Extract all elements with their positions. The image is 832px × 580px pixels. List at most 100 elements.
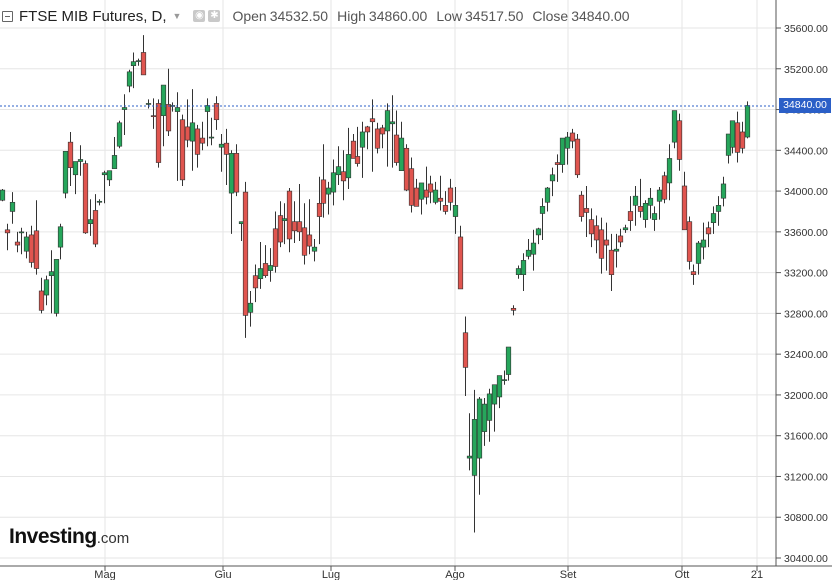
candle-body — [354, 156, 361, 164]
y-tick-label: 35600.00 — [784, 23, 828, 35]
candle-body — [262, 263, 269, 276]
candle — [57, 223, 64, 260]
candle — [262, 245, 269, 278]
candle — [447, 178, 454, 211]
candle — [121, 94, 128, 136]
candle-body — [340, 171, 347, 182]
candle — [53, 259, 60, 317]
candle-body — [140, 52, 147, 76]
candle-body — [549, 174, 556, 182]
high-label: High — [337, 8, 366, 24]
candle-body — [0, 189, 6, 201]
candle-body — [427, 183, 434, 193]
candle — [194, 124, 201, 168]
candle-body — [179, 119, 186, 181]
candle — [613, 233, 620, 268]
candle — [627, 196, 634, 231]
candle-body — [720, 183, 727, 199]
candle — [651, 206, 658, 231]
collapse-icon[interactable] — [2, 10, 13, 22]
candle — [82, 160, 89, 234]
candle — [710, 206, 717, 234]
candle-body — [359, 131, 366, 148]
candle-body — [57, 226, 64, 248]
candle — [116, 120, 123, 149]
candle-body — [676, 120, 683, 160]
candle-body — [277, 215, 284, 243]
candle — [744, 101, 751, 139]
candle-body — [218, 143, 225, 148]
candle — [588, 208, 595, 248]
candle — [486, 388, 493, 442]
candle — [423, 166, 430, 205]
y-tick-label: 33600.00 — [784, 227, 828, 239]
candle — [671, 110, 678, 149]
candle — [208, 117, 215, 146]
candle-body — [14, 241, 21, 246]
candle-body — [744, 105, 751, 138]
candle — [354, 126, 361, 167]
candle-body — [457, 236, 464, 290]
candle-body — [486, 393, 493, 421]
candle — [408, 157, 415, 213]
candle — [350, 134, 357, 159]
y-tick-label: 31600.00 — [784, 431, 828, 443]
candle-body — [330, 172, 337, 193]
candle-body — [398, 137, 405, 171]
candle — [204, 98, 211, 147]
candle — [228, 150, 235, 234]
candle — [9, 192, 16, 224]
candle-body — [301, 227, 308, 256]
candle — [432, 181, 439, 205]
candle-body — [184, 126, 191, 141]
candle-body — [296, 221, 303, 233]
candle — [578, 191, 585, 222]
candle-body — [189, 122, 196, 142]
candle — [257, 242, 264, 289]
candle-body — [233, 153, 240, 193]
candle — [189, 89, 196, 171]
candle-body — [739, 131, 746, 149]
candle — [247, 290, 254, 327]
candle-body — [510, 307, 517, 311]
logo-main: Investing — [9, 525, 97, 548]
candle-body — [403, 147, 410, 191]
candle-body — [43, 279, 50, 296]
candle-body — [62, 151, 69, 194]
candle — [535, 227, 542, 245]
candle — [242, 181, 249, 338]
candle-body — [101, 172, 108, 176]
candle — [496, 375, 503, 409]
candle-body — [544, 187, 551, 203]
candle-body — [160, 84, 167, 116]
investing-logo[interactable]: Investing.com — [9, 525, 129, 549]
settings-gear-icon[interactable]: ✱ — [208, 10, 221, 22]
candle-body — [145, 103, 152, 105]
candle-body — [559, 137, 566, 165]
candle-body — [67, 141, 74, 168]
candle-body — [223, 142, 230, 155]
candle-body — [578, 194, 585, 217]
candle — [140, 35, 147, 76]
candle — [379, 124, 386, 149]
candle — [14, 231, 21, 253]
candle-body — [28, 234, 35, 263]
candle-body — [126, 71, 133, 87]
candle-body — [491, 384, 498, 405]
candle — [564, 131, 571, 165]
candle-body — [92, 210, 99, 245]
candle — [393, 110, 400, 166]
candle — [569, 128, 576, 149]
candle — [715, 196, 722, 226]
candle — [306, 199, 313, 255]
visibility-eye-icon[interactable]: ◉ — [193, 10, 206, 22]
candle-body — [452, 205, 459, 217]
time-axis: Mag Giu Lug Ago Set Ott 21 — [94, 566, 763, 580]
candle — [632, 185, 639, 226]
candle-body — [165, 104, 172, 132]
candle — [155, 99, 162, 168]
chevron-down-icon[interactable]: ▼ — [172, 11, 182, 21]
x-tick-label: Ago — [445, 569, 465, 580]
candle-body — [252, 275, 259, 289]
candle — [398, 121, 405, 171]
